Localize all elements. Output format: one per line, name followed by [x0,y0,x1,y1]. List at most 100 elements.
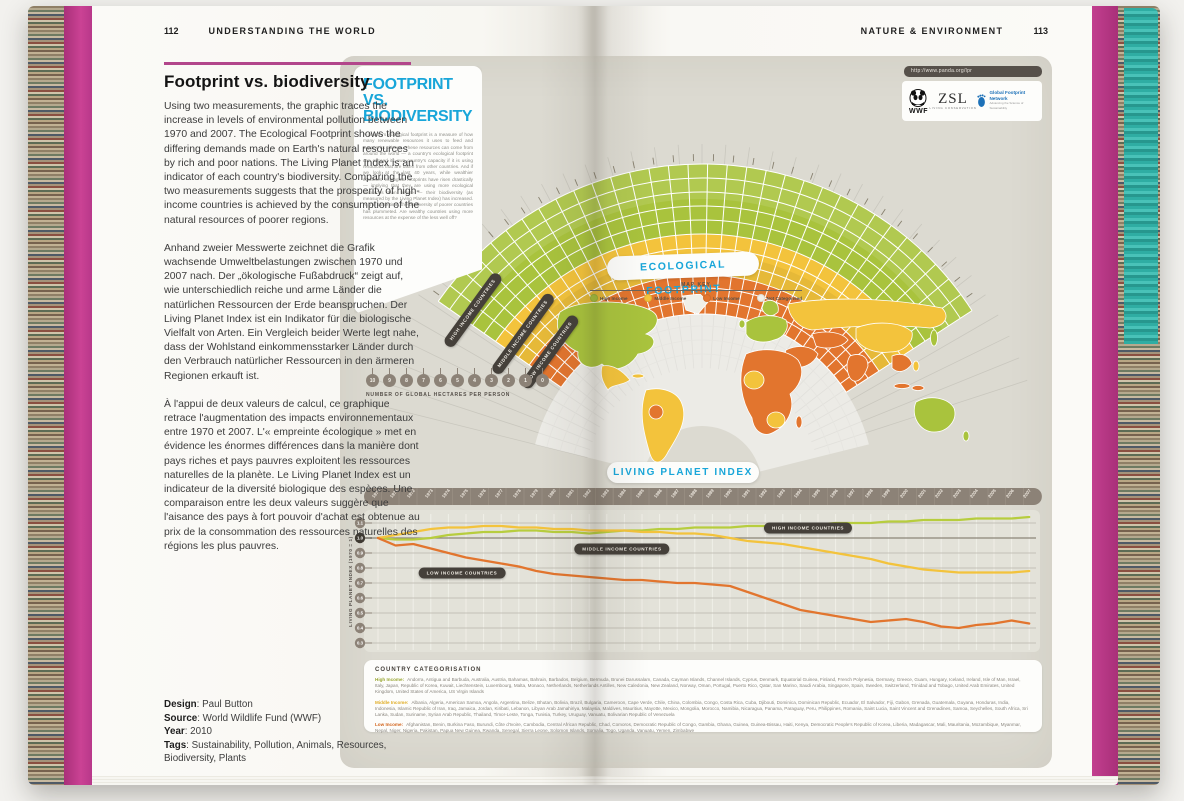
map-australia [913,397,956,433]
country-categorisation-title: COUNTRY CATEGORISATION [375,667,482,673]
scale-droplet: 3 [485,368,498,387]
scale-droplet: 5 [451,368,464,387]
map-southeast-asia [891,354,913,372]
page-header-left: 112 UNDERSTANDING THE WORLD [164,26,376,36]
wwf-logo: WWF [908,88,928,115]
endpaper-left [64,6,92,785]
svg-text:0.3: 0.3 [357,641,364,646]
book-spread: 112 UNDERSTANDING THE WORLD Footprint vs… [28,6,1160,785]
svg-text:0.5: 0.5 [357,611,364,616]
map-india [846,354,869,382]
country-group-label: Middle Income: [375,699,409,705]
logo-panel: WWF ZSL LIVING CONSERVATION Global Footp… [902,81,1042,121]
page-number-left: 112 [164,26,179,36]
year-tick-label: 1985 [634,488,645,499]
map-europe [745,315,788,343]
legend-label: Low Income [713,295,740,301]
year-tick-label: 2000 [898,488,909,499]
map-key-title: MAP KEY [681,282,711,288]
credit-tags: Tags: Sustainability, Pollution, Animals… [164,739,387,765]
scale-droplet: 0 [536,368,549,387]
svg-text:1.1: 1.1 [357,521,364,526]
world-map [557,294,970,463]
map-indonesia [893,383,911,389]
map-south-america [641,388,685,463]
legend-swatch [644,294,653,302]
map-key-item: Middle Income [644,294,686,302]
year-tick-label: 1993 [775,488,786,499]
year-tick-label: 1992 [758,488,769,499]
map-china [855,322,913,353]
map-southern-africa [766,411,786,429]
infographic-poster: FOOTPRINT VS. BIODIVERSITY A country's ec… [340,56,1052,768]
map-scandinavia [761,300,779,316]
map-west-africa [743,370,765,390]
legend-swatch [756,294,765,302]
paragraph-german: Anhand zweier Messwerte zeichnet die Gra… [164,242,419,382]
map-key-item: Not Categorised [756,294,802,302]
year-tick-label: 1999 [881,488,892,499]
country-categorisation-rows: High Income: Andorra, Antigua and Barbud… [375,677,1031,735]
svg-text:0.8: 0.8 [357,566,364,571]
map-philippines [912,360,920,372]
svg-text:0.9: 0.9 [357,551,364,556]
map-key-item: Low Income [703,294,740,302]
map-key-rule [590,290,802,291]
year-tick-label: 1991 [740,488,751,499]
year-tick-label: 1974 [441,488,452,499]
map-japan [930,329,938,347]
year-tick-label: 2002 [934,488,945,499]
poster-intro-text: A country's ecological footprint is a me… [363,132,473,221]
map-mexico-central-america [600,365,631,391]
article-title: Footprint vs. biodiversity [164,72,370,91]
year-tick-label: 1980 [546,488,557,499]
scale-droplet: 1 [519,368,532,387]
credit-year: Year: 2010 [164,726,212,738]
year-tick-label: 1984 [617,488,628,499]
country-group-list: Albania, Algeria, American Samoa, Angola… [375,699,1028,718]
year-tick-label: 1975 [458,488,469,499]
map-indonesia-east [911,385,925,391]
scale-droplet: 2 [502,368,515,387]
map-central-asia [811,331,849,349]
ecological-footprint-title: ECOLOGICAL FOOTPRINT [606,251,760,297]
year-tick-label: 1996 [828,488,839,499]
map-north-america [557,301,658,370]
map-key: MAP KEY High Income Middle Income Low Inco… [590,282,802,302]
legend-label: Middle Income [654,295,687,301]
year-tick-label: 1988 [687,488,698,499]
map-russia [787,298,947,331]
map-caribbean [631,373,645,379]
year-tick-label: 1998 [863,488,874,499]
credits-block: Design: Paul Button Source: World Wildli… [164,698,416,766]
global-footprint-network-logo: Global Footprint Network Advancing the Sc… [977,90,1035,112]
country-group-list: Andorra, Antigua and Barbuda, Australia,… [375,677,1021,695]
year-axis-bar: 1970 1971 1972 1973 1974 1975 1976 1977 1978 1979… [364,488,1042,505]
legend-label: Not Categorised [766,295,802,301]
page-header-right: NATURE & ENVIRONMENT 113 [861,26,1048,36]
section-title-left: UNDERSTANDING THE WORLD [208,26,376,36]
chart-label-low-income: LOW INCOME COUNTRIES [418,567,506,579]
year-tick-label: 1977 [494,488,505,499]
country-group-row: High Income: Andorra, Antigua and Barbud… [375,677,1031,696]
country-group-label: High Income: [375,677,405,682]
year-tick-label: 1976 [476,488,487,499]
svg-text:0.4: 0.4 [357,626,364,631]
map-key-item: High Income [590,294,628,302]
scale-droplet: 4 [468,368,481,387]
paragraph-french: À l'appui de deux valeurs de calcul, ce … [164,398,420,552]
map-new-zealand [962,430,970,442]
svg-text:0.6: 0.6 [357,596,364,601]
year-tick-label: 2006 [1004,488,1015,499]
title-rule [164,62,411,65]
year-tick-label: 1994 [793,488,804,499]
endpaper-right [1092,6,1118,785]
year-tick-label: 2004 [969,488,980,499]
living-planet-index-title: LIVING PLANET INDEX [607,462,759,483]
year-tick-label: 1987 [670,488,681,499]
year-tick-label: 2005 [986,488,997,499]
chart-label-high-income: HIGH INCOME COUNTRIES [763,522,853,534]
year-tick-label: 1990 [722,488,733,499]
section-title-right: NATURE & ENVIRONMENT [860,26,1004,36]
